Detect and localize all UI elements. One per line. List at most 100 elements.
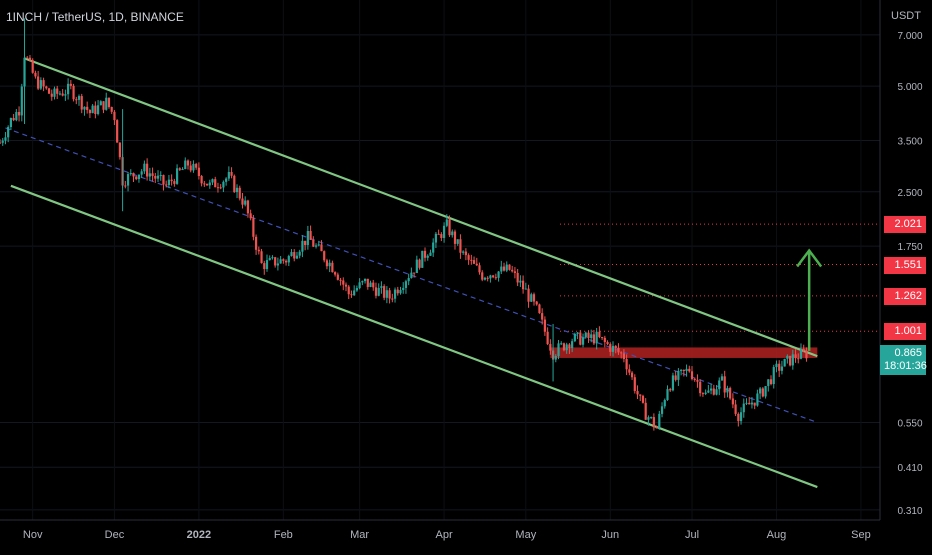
y-axis-ticks[interactable]: 7.000 5.000 3.500 2.500 1.750 0.550 0.410 0.310 xyxy=(897,31,922,517)
candle-body xyxy=(102,101,105,110)
candle-body xyxy=(682,369,685,371)
candle-body xyxy=(530,294,533,302)
candle-body xyxy=(511,269,514,272)
candle-body xyxy=(475,263,478,266)
candle-body xyxy=(336,274,339,280)
resistance-zone-layer xyxy=(550,347,818,358)
candle-body xyxy=(374,287,378,296)
x-tick-label: Jul xyxy=(685,529,699,541)
price-level-tag[interactable]: 2.021 xyxy=(884,216,926,234)
trendline-channel-upper[interactable] xyxy=(24,57,818,358)
candle-body xyxy=(265,260,269,270)
candle-body xyxy=(271,257,274,259)
candle-body xyxy=(709,388,713,391)
current-price-tag[interactable]: 0.865 18:01:36 xyxy=(880,345,927,376)
candle-body xyxy=(7,127,10,138)
candle-body xyxy=(543,319,546,332)
candle-body xyxy=(107,97,111,108)
price-level-tag[interactable]: 1.001 xyxy=(884,323,926,341)
candle-body xyxy=(195,163,198,168)
candle-body xyxy=(358,282,361,289)
candle-body xyxy=(295,255,299,259)
candle-body xyxy=(483,277,487,280)
candle-body xyxy=(26,57,29,59)
candle-body xyxy=(720,376,724,381)
price-level-tag[interactable]: 1.262 xyxy=(884,287,926,305)
candle-body xyxy=(143,163,146,172)
candle-body xyxy=(342,280,345,285)
candle-body xyxy=(658,413,661,429)
symbol-title[interactable]: 1INCH / TetherUS, 1D, BINANCE xyxy=(6,10,184,24)
candle-body xyxy=(481,272,484,280)
candle-body xyxy=(701,393,705,395)
candle-body xyxy=(521,280,525,290)
candle-body xyxy=(775,363,778,368)
candle-body xyxy=(83,106,86,110)
candle-body xyxy=(802,349,805,351)
candle-body xyxy=(126,174,130,186)
candle-body xyxy=(734,404,737,414)
target-arrow-head[interactable] xyxy=(796,248,823,268)
candle-body xyxy=(690,371,694,380)
candle-body xyxy=(440,234,443,238)
candle-body xyxy=(140,171,143,175)
candle-body xyxy=(603,337,606,343)
candle-body xyxy=(99,101,102,106)
x-tick-label: Aug xyxy=(767,529,787,541)
candle-body xyxy=(426,255,429,258)
candle-body xyxy=(666,389,669,401)
candle-body xyxy=(355,288,359,291)
candle-body xyxy=(729,388,732,399)
candle-body xyxy=(519,280,522,283)
resistance-zone[interactable] xyxy=(550,347,818,358)
candle-body xyxy=(587,332,590,338)
trendline-channel-lower[interactable] xyxy=(10,184,818,489)
candle-body xyxy=(549,344,552,351)
candle-body xyxy=(641,395,645,403)
price-level-tag[interactable]: 1.551 xyxy=(884,256,926,274)
candle-body xyxy=(350,294,353,296)
candle-body xyxy=(576,332,579,334)
candle-body xyxy=(211,179,214,183)
candle-body xyxy=(489,275,492,279)
candle-body xyxy=(532,294,536,302)
candle-body xyxy=(745,402,748,404)
candle-body xyxy=(769,379,773,385)
candle-body xyxy=(742,403,745,413)
candle-body xyxy=(369,282,372,287)
candle-body xyxy=(464,251,467,256)
candle-body xyxy=(257,249,260,252)
candle-body xyxy=(178,168,181,170)
candle-body xyxy=(298,251,301,256)
candle-body xyxy=(192,163,195,171)
candle-body xyxy=(737,413,740,422)
candle-body xyxy=(230,172,233,176)
x-axis-ticks[interactable]: Nov Dec 2022 Feb Mar Apr May Jun Jul Aug Sep xyxy=(23,529,871,541)
candle-body xyxy=(287,256,290,263)
candle-body xyxy=(413,272,416,274)
candle-body xyxy=(718,380,721,390)
candle-body xyxy=(472,260,476,264)
candle-body xyxy=(622,353,626,360)
candle-body xyxy=(715,389,718,395)
candle-body xyxy=(688,368,691,372)
candle-body xyxy=(383,286,386,298)
candle-body xyxy=(244,200,247,205)
candle-body xyxy=(159,175,162,177)
candle-body xyxy=(75,99,78,101)
candle-body xyxy=(31,60,34,73)
candle-body xyxy=(731,398,734,405)
candle-body xyxy=(560,343,563,345)
candle-body xyxy=(584,332,587,338)
candle-body xyxy=(86,106,89,110)
candle-body xyxy=(502,266,506,271)
candle-body xyxy=(72,85,75,100)
candle-body xyxy=(186,160,190,166)
candle-body xyxy=(674,375,677,380)
candle-body xyxy=(4,137,7,141)
y-tick-label: 1.750 xyxy=(897,242,922,253)
candle-body xyxy=(660,406,664,414)
candle-body xyxy=(647,417,650,420)
